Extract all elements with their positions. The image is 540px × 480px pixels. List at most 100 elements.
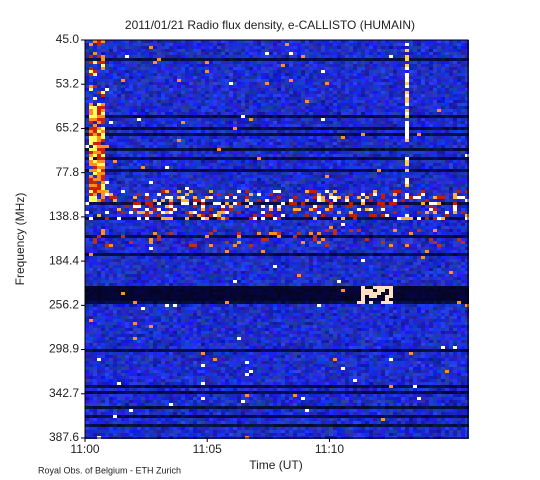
spectrogram-cell (157, 58, 161, 61)
spectrogram-cell (289, 127, 293, 130)
spectrogram-cell (125, 85, 129, 88)
spectrogram-cell (353, 79, 357, 82)
spectrogram-cell (225, 100, 229, 103)
spectrogram-cell (269, 67, 273, 70)
spectrogram-cell (153, 55, 157, 58)
spectrogram-cell (337, 79, 341, 82)
spectrogram-cell (249, 172, 253, 175)
spectrogram-cell (173, 85, 177, 88)
spectrogram-cell (377, 67, 381, 70)
spectrogram-cell (433, 64, 437, 67)
spectrogram-cell (437, 187, 441, 190)
spectrogram-cell (221, 172, 225, 175)
spectrogram-cell (177, 43, 181, 46)
spectrogram-cell (397, 130, 401, 133)
spectrogram-cell (409, 103, 413, 106)
spectrogram-cell (281, 88, 285, 91)
spectrogram-cell (217, 184, 221, 187)
spectrogram-cell (377, 187, 381, 190)
spectrogram-cell (233, 49, 237, 52)
spectrogram-cell (405, 160, 409, 163)
spectrogram-cell (433, 55, 437, 58)
spectrogram-cell (117, 136, 121, 139)
spectrogram-cell (245, 40, 249, 43)
spectrogram-cell (185, 109, 189, 112)
spectrogram-cell (321, 124, 325, 127)
spectrogram-cell (321, 184, 325, 187)
spectrogram-cell (141, 79, 145, 82)
spectrogram-cell (169, 91, 173, 94)
spectrogram-cell (385, 157, 389, 160)
spectrogram-cell (317, 142, 321, 145)
spectrogram-cell (393, 160, 397, 163)
spectrogram-cell (277, 64, 281, 67)
spectrogram-cell (209, 40, 213, 43)
spectrogram-cell (85, 100, 89, 103)
spectrogram-cell (437, 112, 441, 115)
spectrogram-cell (393, 97, 397, 100)
spectrogram-cell (409, 76, 413, 79)
spectrogram-cell (341, 193, 345, 196)
spectrogram-cell (437, 46, 441, 49)
spectrogram-cell (345, 118, 349, 121)
spectrogram-cell (425, 136, 429, 139)
spectrogram-cell (405, 118, 409, 121)
spectrogram-cell (401, 175, 405, 178)
spectrogram-cell (181, 124, 185, 127)
spectrogram-cell (189, 94, 193, 97)
spectrogram-cell (169, 115, 173, 118)
spectrogram-cell (409, 52, 413, 55)
spectrogram-cell (369, 139, 373, 142)
spectrogram-cell (337, 184, 341, 187)
spectrogram-cell (169, 97, 173, 100)
spectrogram-cell (377, 112, 381, 115)
spectrogram-cell (453, 88, 457, 91)
spectrogram-cell (241, 121, 245, 124)
spectrogram-cell (129, 94, 133, 97)
spectrogram-cell (121, 106, 125, 109)
spectrogram-cell (349, 157, 353, 160)
spectrogram-cell (173, 79, 177, 82)
spectrogram-cell (221, 121, 225, 124)
spectrogram-cell (269, 124, 273, 127)
spectrogram-cell (109, 193, 113, 196)
spectrogram-cell (109, 121, 113, 124)
spectrogram-cell (417, 76, 421, 79)
spectrogram-cell (189, 175, 193, 178)
spectrogram-cell (217, 142, 221, 145)
spectrogram-cell (449, 55, 453, 58)
spectrogram-cell (297, 94, 301, 97)
spectrogram-cell (461, 103, 465, 106)
spectrogram-cell (433, 73, 437, 76)
spectrogram-cell (141, 181, 145, 184)
spectrogram-cell (213, 58, 217, 61)
spectrogram-cell (389, 73, 393, 76)
spectrogram-cell (453, 193, 457, 196)
spectrogram-cell (401, 88, 405, 91)
spectrogram-cell (389, 181, 393, 184)
spectrogram-cell (105, 130, 109, 133)
spectrogram-cell (341, 76, 345, 79)
spectrogram-cell (261, 109, 265, 112)
spectrogram-cell (285, 190, 289, 193)
spectrogram-cell (253, 109, 257, 112)
spectrogram-cell (313, 64, 317, 67)
spectrogram-cell (405, 106, 409, 109)
spectrogram-cell (361, 91, 365, 94)
spectrogram-cell (185, 91, 189, 94)
spectrogram-cell (193, 94, 197, 97)
spectrogram-cell (465, 91, 469, 94)
spectrogram-cell (393, 103, 397, 106)
spectrogram-cell (189, 163, 193, 166)
spectrogram-cell (201, 142, 205, 145)
spectrogram-cell (425, 175, 429, 178)
spectrogram-cell (433, 178, 437, 181)
spectrogram-cell (149, 136, 153, 139)
spectrogram-cell (321, 181, 325, 184)
spectrogram-cell (453, 85, 457, 88)
spectrogram-cell (265, 175, 269, 178)
spectrogram-cell (161, 49, 165, 52)
spectrogram-cell (417, 169, 421, 172)
spectrogram-cell (145, 160, 149, 163)
spectrogram-cell (313, 85, 317, 88)
